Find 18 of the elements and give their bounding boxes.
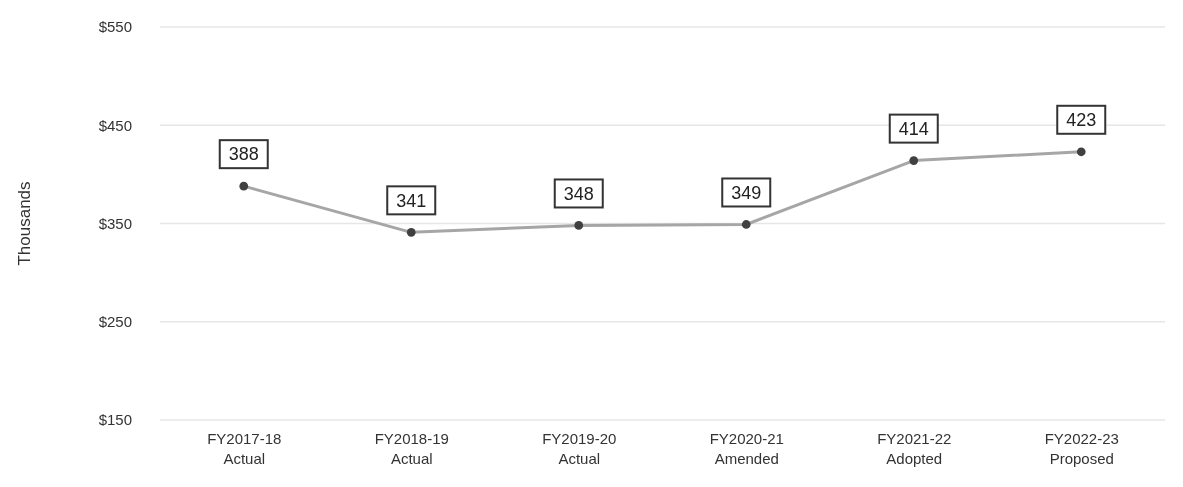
y-tick-label: $350 [98,214,132,232]
data-label: 341 [396,190,427,211]
data-label: 349 [731,182,762,203]
y-tick-label: $550 [98,18,132,36]
y-tick-label: $450 [98,116,132,134]
x-tick-label: FY2022-23 Proposed [1044,430,1119,467]
data-label: 414 [898,118,929,139]
data-label: 348 [563,183,594,204]
data-label: 423 [1066,110,1097,131]
y-tick-label: $250 [98,313,132,331]
x-tick-label: FY2019-20 Actual [542,430,617,467]
y-axis-title: Thousands [15,181,34,266]
y-tick-label: $150 [98,411,132,429]
data-label: 388 [228,144,259,165]
x-tick-label: FY2020-21 Amended [709,430,784,467]
x-tick-label: FY2021-22 Adopted [877,430,952,467]
x-tick-label: FY2017-18 Actual [207,430,282,467]
x-tick-label: FY2018-19 Actual [374,430,449,467]
